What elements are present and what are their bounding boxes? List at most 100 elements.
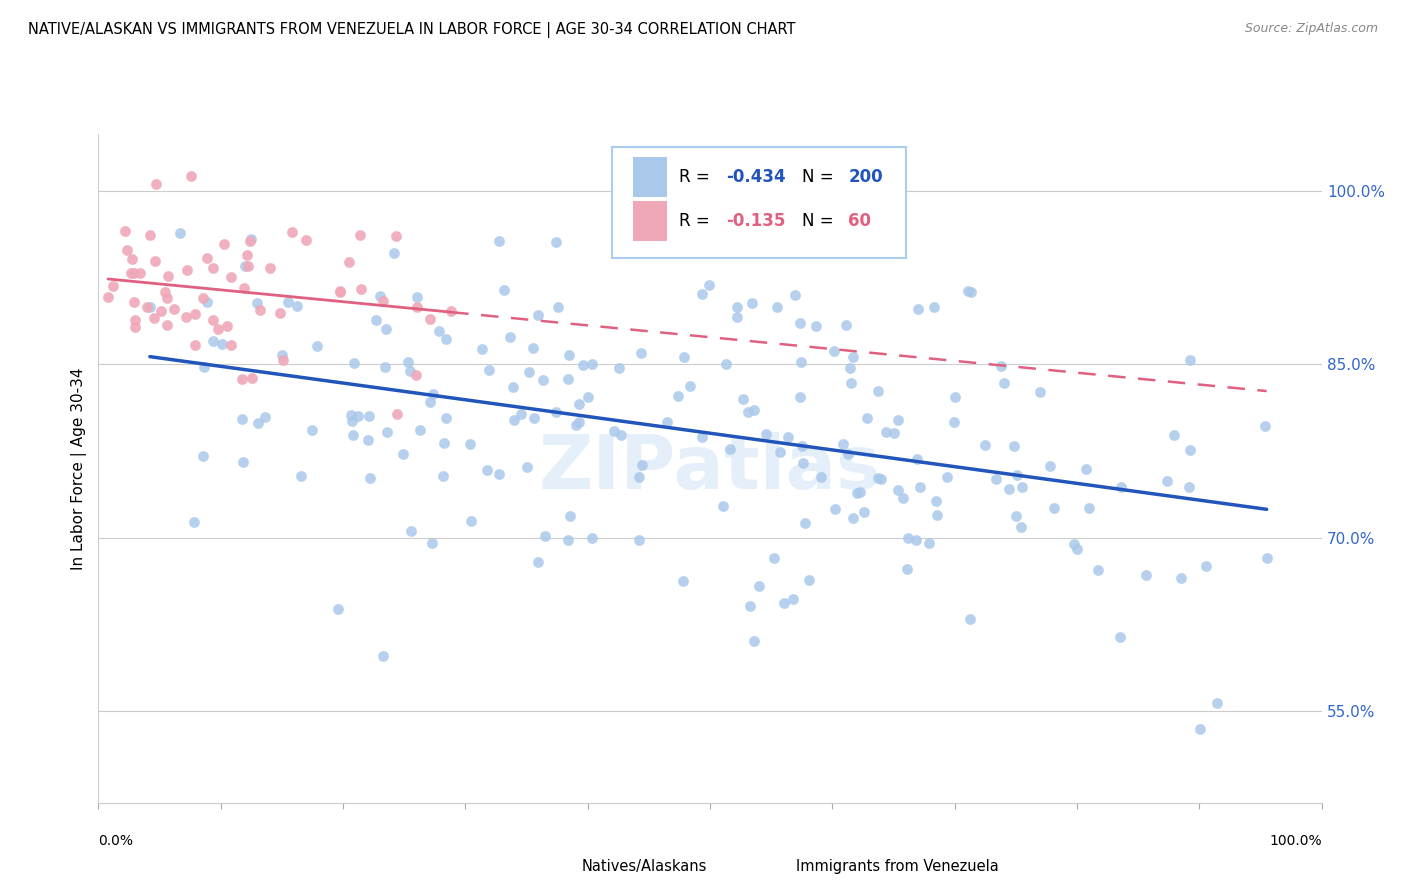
Point: [420, 536, 443, 550]
Bar: [633, 157, 668, 197]
Point: [305, 339, 328, 353]
Point: [842, 511, 865, 525]
Point: [1188, 722, 1211, 736]
Point: [1254, 419, 1277, 434]
Point: [744, 403, 766, 417]
Point: [1170, 571, 1192, 585]
Point: [375, 425, 398, 439]
Point: [1066, 542, 1088, 557]
Point: [993, 376, 1015, 390]
Text: N =: N =: [801, 211, 838, 230]
Point: [936, 470, 959, 484]
Point: [183, 515, 205, 529]
Point: [896, 562, 918, 576]
Point: [558, 348, 581, 362]
Point: [631, 458, 654, 472]
Point: [776, 430, 799, 444]
Point: [627, 469, 650, 483]
Point: [139, 228, 162, 243]
Point: [755, 427, 778, 442]
Bar: [538, 852, 575, 880]
Point: [458, 437, 481, 451]
Point: [240, 232, 263, 246]
Bar: [633, 201, 668, 241]
Point: [790, 439, 813, 453]
Point: [741, 296, 763, 310]
Point: [568, 397, 591, 411]
Point: [509, 408, 531, 422]
Point: [249, 303, 271, 318]
Point: [581, 532, 603, 546]
Point: [195, 294, 218, 309]
Point: [174, 310, 197, 324]
Point: [1039, 459, 1062, 474]
Point: [905, 452, 928, 467]
Point: [346, 409, 368, 423]
Point: [927, 508, 949, 522]
Point: [672, 574, 695, 588]
Point: [666, 389, 689, 403]
Bar: [752, 852, 790, 880]
Point: [672, 350, 695, 364]
Point: [357, 409, 380, 424]
Point: [870, 472, 893, 486]
Point: [887, 483, 910, 497]
Point: [191, 291, 214, 305]
Point: [494, 283, 516, 297]
Point: [239, 234, 262, 248]
Point: [337, 255, 360, 269]
Point: [740, 599, 762, 613]
Point: [731, 392, 754, 407]
Point: [285, 299, 308, 313]
Point: [875, 425, 897, 439]
Point: [856, 411, 879, 425]
Point: [905, 533, 928, 548]
Point: [868, 471, 890, 485]
Point: [558, 509, 581, 524]
Point: [789, 316, 811, 330]
Point: [835, 318, 858, 332]
Point: [433, 435, 456, 450]
Point: [725, 300, 748, 314]
Point: [883, 426, 905, 441]
Point: [868, 384, 890, 398]
Point: [1002, 439, 1025, 453]
Point: [180, 169, 202, 183]
Text: 0.0%: 0.0%: [98, 834, 134, 848]
Point: [737, 405, 759, 419]
Point: [201, 334, 224, 348]
Point: [917, 536, 939, 550]
Point: [364, 313, 387, 327]
Point: [1087, 563, 1109, 577]
Point: [725, 310, 748, 324]
Point: [460, 514, 482, 528]
Point: [547, 300, 569, 314]
Point: [742, 634, 765, 648]
Point: [124, 266, 146, 280]
Point: [853, 505, 876, 519]
Point: [142, 311, 165, 326]
Point: [374, 359, 396, 374]
Point: [143, 253, 166, 268]
Point: [557, 533, 579, 547]
Point: [565, 418, 588, 433]
Point: [1108, 630, 1130, 644]
Point: [1063, 537, 1085, 551]
Point: [240, 371, 263, 385]
Text: Natives/Alaskans: Natives/Alaskans: [582, 859, 707, 874]
Point: [716, 357, 738, 371]
Point: [471, 342, 494, 356]
Point: [427, 324, 450, 338]
Point: [897, 531, 920, 545]
Point: [924, 300, 946, 314]
Point: [974, 438, 997, 452]
Point: [103, 279, 125, 293]
Point: [434, 411, 457, 425]
Point: [432, 469, 454, 483]
Point: [246, 296, 269, 310]
Point: [810, 469, 832, 483]
Point: [156, 291, 179, 305]
Point: [806, 318, 828, 333]
Point: [942, 415, 965, 429]
Point: [789, 391, 811, 405]
